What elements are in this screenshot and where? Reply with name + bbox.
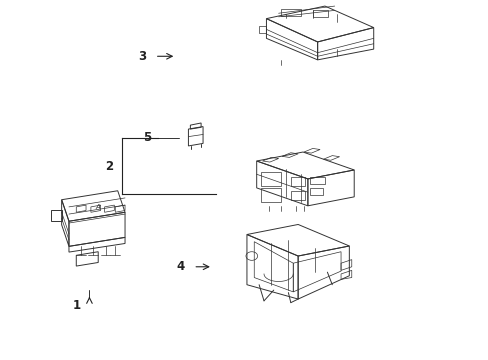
- Bar: [310, 177, 325, 184]
- Text: 3: 3: [138, 50, 146, 63]
- Bar: [290, 192, 305, 201]
- Bar: [260, 172, 281, 186]
- Text: 1: 1: [72, 299, 80, 312]
- Text: 4: 4: [176, 260, 184, 273]
- Text: A: A: [96, 204, 101, 210]
- Bar: [312, 10, 328, 17]
- Bar: [290, 177, 305, 186]
- Bar: [281, 9, 300, 16]
- Bar: [310, 188, 322, 195]
- Text: 5: 5: [142, 131, 151, 144]
- Bar: [260, 188, 281, 202]
- Text: 2: 2: [104, 160, 113, 173]
